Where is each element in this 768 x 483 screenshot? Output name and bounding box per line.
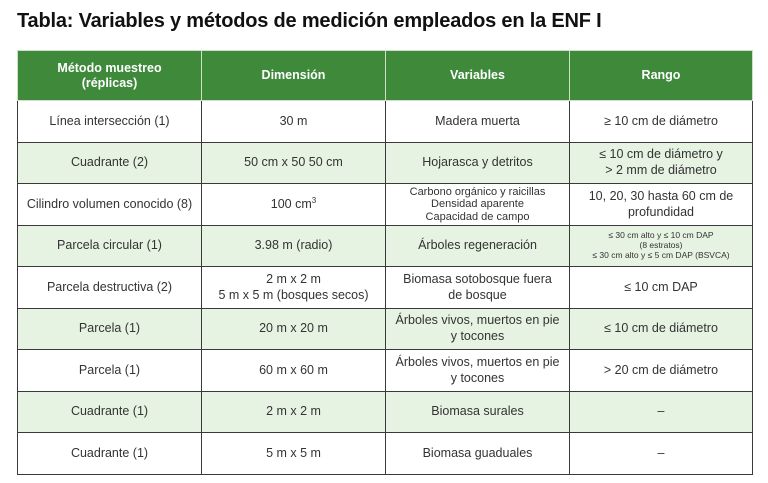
cell-rango: – <box>569 432 753 475</box>
table-row: Parcela (1) 60 m x 60 m Árboles vivos, m… <box>17 349 753 392</box>
table-row: Cuadrante (2) 50 cm x 50 50 cm Hojarasca… <box>17 142 753 184</box>
cell-dimension: 3.98 m (radio) <box>201 225 386 267</box>
cell-variables: Carbono orgánico y raicillas Densidad ap… <box>385 183 570 226</box>
cell-rango: ≥ 10 cm de diámetro <box>569 100 753 143</box>
cell-rango: ≤ 10 cm DAP <box>569 266 753 309</box>
table-row: Línea intersección (1) 30 m Madera muert… <box>17 100 753 143</box>
cell-variables: Árboles regeneración <box>385 225 570 267</box>
table-row: Cuadrante (1) 5 m x 5 m Biomasa guaduale… <box>17 432 753 475</box>
cell-rango: ≤ 10 cm de diámetro y > 2 mm de diámetro <box>569 142 753 184</box>
cell-metodo: Parcela destructiva (2) <box>17 266 202 309</box>
cell-dimension: 2 m x 2 m 5 m x 5 m (bosques secos) <box>201 266 386 309</box>
methods-table: Método muestreo (réplicas) Dimensión Var… <box>17 50 753 475</box>
cell-metodo: Cuadrante (1) <box>17 432 202 475</box>
cell-variables: Biomasa surales <box>385 391 570 433</box>
cell-dimension: 50 cm x 50 50 cm <box>201 142 386 184</box>
cell-dimension: 30 m <box>201 100 386 143</box>
cell-metodo: Cuadrante (2) <box>17 142 202 184</box>
cell-metodo: Cilindro volumen conocido (8) <box>17 183 202 226</box>
page-title: Tabla: Variables y métodos de medición e… <box>17 10 602 32</box>
table-header-row: Método muestreo (réplicas) Dimensión Var… <box>17 50 753 101</box>
cell-metodo: Parcela circular (1) <box>17 225 202 267</box>
header-rango: Rango <box>569 50 753 101</box>
cell-dimension: 5 m x 5 m <box>201 432 386 475</box>
cell-rango: 10, 20, 30 hasta 60 cm de profundidad <box>569 183 753 226</box>
cell-dimension: 60 m x 60 m <box>201 349 386 392</box>
cell-rango: ≤ 10 cm de diámetro <box>569 308 753 350</box>
cell-metodo: Parcela (1) <box>17 308 202 350</box>
table-row: Cuadrante (1) 2 m x 2 m Biomasa surales … <box>17 391 753 433</box>
table-row: Cilindro volumen conocido (8) 100 cm3 Ca… <box>17 183 753 226</box>
header-metodo: Método muestreo (réplicas) <box>17 50 202 101</box>
table-row: Parcela (1) 20 m x 20 m Árboles vivos, m… <box>17 308 753 350</box>
cell-rango: > 20 cm de diámetro <box>569 349 753 392</box>
cell-variables: Madera muerta <box>385 100 570 143</box>
table-row: Parcela destructiva (2) 2 m x 2 m 5 m x … <box>17 266 753 309</box>
cell-variables: Árboles vivos, muertos en pie y tocones <box>385 349 570 392</box>
cell-variables: Hojarasca y detritos <box>385 142 570 184</box>
cell-rango: – <box>569 391 753 433</box>
cell-variables: Árboles vivos, muertos en pie y tocones <box>385 308 570 350</box>
header-dimension: Dimensión <box>201 50 386 101</box>
header-variables: Variables <box>385 50 570 101</box>
cell-variables: Biomasa sotobosque fuera de bosque <box>385 266 570 309</box>
cell-dimension: 20 m x 20 m <box>201 308 386 350</box>
cell-dimension: 2 m x 2 m <box>201 391 386 433</box>
cell-metodo: Cuadrante (1) <box>17 391 202 433</box>
cell-metodo: Parcela (1) <box>17 349 202 392</box>
cell-rango: ≤ 30 cm alto y ≤ 10 cm DAP (8 estratos) … <box>569 225 753 267</box>
cell-dimension: 100 cm3 <box>201 183 386 226</box>
cell-variables: Biomasa guaduales <box>385 432 570 475</box>
cell-metodo: Línea intersección (1) <box>17 100 202 143</box>
table-row: Parcela circular (1) 3.98 m (radio) Árbo… <box>17 225 753 267</box>
